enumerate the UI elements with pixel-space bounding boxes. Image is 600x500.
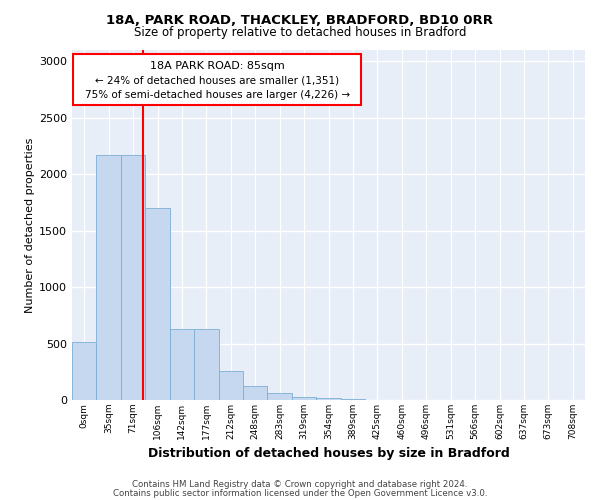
Bar: [145, 208, 170, 400]
Y-axis label: Number of detached properties: Number of detached properties: [25, 138, 35, 312]
Bar: [97, 155, 121, 400]
Bar: [218, 371, 243, 400]
Text: 18A, PARK ROAD, THACKLEY, BRADFORD, BD10 0RR: 18A, PARK ROAD, THACKLEY, BRADFORD, BD10…: [107, 14, 493, 27]
Text: Size of property relative to detached houses in Bradford: Size of property relative to detached ho…: [134, 26, 466, 39]
Bar: [194, 329, 218, 400]
Bar: [292, 396, 316, 400]
Text: 18A PARK ROAD: 85sqm: 18A PARK ROAD: 85sqm: [150, 61, 285, 71]
Text: 75% of semi-detached houses are larger (4,226) →: 75% of semi-detached houses are larger (…: [85, 90, 350, 100]
Text: ← 24% of detached houses are smaller (1,351): ← 24% of detached houses are smaller (1,…: [95, 76, 340, 86]
Bar: [170, 329, 194, 400]
Bar: [341, 399, 365, 400]
Text: Contains HM Land Registry data © Crown copyright and database right 2024.: Contains HM Land Registry data © Crown c…: [132, 480, 468, 489]
Bar: [316, 398, 341, 400]
Bar: [73, 54, 361, 105]
Bar: [72, 342, 97, 400]
X-axis label: Distribution of detached houses by size in Bradford: Distribution of detached houses by size …: [148, 448, 509, 460]
Text: Contains public sector information licensed under the Open Government Licence v3: Contains public sector information licen…: [113, 488, 487, 498]
Bar: [121, 155, 145, 400]
Bar: [268, 392, 292, 400]
Bar: [243, 386, 268, 400]
